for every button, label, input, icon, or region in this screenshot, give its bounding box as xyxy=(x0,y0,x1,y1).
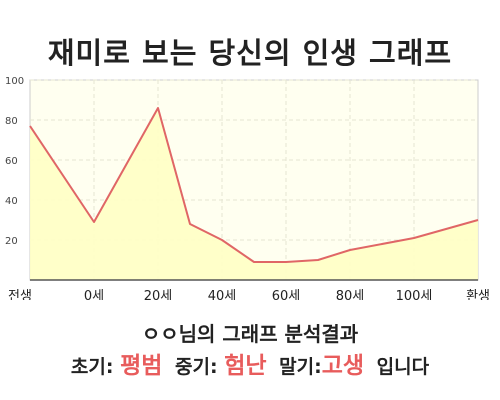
x-tick-label: 0세 xyxy=(84,289,104,300)
late-value: 고생 xyxy=(321,353,365,379)
page-title: 재미로 보는 당신의 인생 그래프 xyxy=(47,36,453,70)
x-tick-label: 환생 xyxy=(466,289,490,300)
result-title: ㅇㅇ님의 그래프 분석결과 xyxy=(141,322,359,346)
result-suffix: 입니다 xyxy=(376,356,430,378)
late-label: 말기: xyxy=(279,356,322,378)
y-tick-labels: 20 40 60 80 100 xyxy=(5,76,24,247)
early-label: 초기: xyxy=(70,356,114,378)
life-graph-chart: 20 40 60 80 100 전생 0세 20세 40세 60세 80세 100세 환생 xyxy=(5,76,490,300)
mid-label: 중기: xyxy=(175,356,218,378)
life-area-fill xyxy=(30,108,478,280)
life-line xyxy=(29,107,479,263)
x-tick-labels: 전생 0세 20세 40세 60세 80세 100세 환생 xyxy=(8,289,490,300)
y-tick-label: 40 xyxy=(5,196,18,207)
y-tick-label: 20 xyxy=(5,236,18,247)
x-tick-label: 20세 xyxy=(144,289,173,300)
y-tick-label: 100 xyxy=(5,76,24,87)
x-tick-label: 80세 xyxy=(336,289,365,300)
y-tick-label: 60 xyxy=(5,156,18,167)
y-tick-label: 80 xyxy=(5,116,18,127)
x-tick-label: 전생 xyxy=(8,289,32,300)
mid-value: 험난 xyxy=(224,353,267,379)
x-tick-label: 60세 xyxy=(272,289,301,300)
x-tick-label: 40세 xyxy=(208,289,237,300)
x-tick-label: 100세 xyxy=(396,289,433,300)
result-summary: 초기: 평범 중기: 험난 말기:고생 입니다 xyxy=(0,346,500,380)
early-value: 평범 xyxy=(120,353,163,379)
